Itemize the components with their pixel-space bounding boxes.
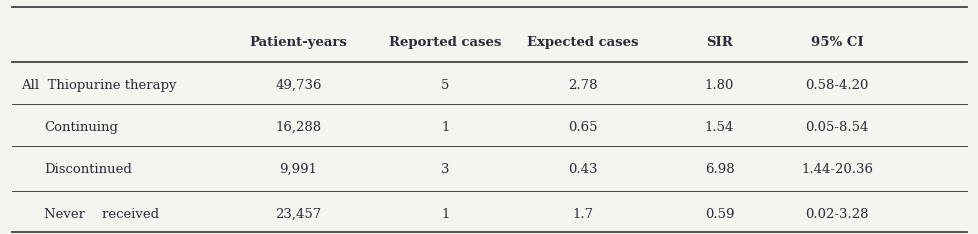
Text: 1: 1 bbox=[441, 121, 449, 134]
Text: 0.05-8.54: 0.05-8.54 bbox=[805, 121, 867, 134]
Text: 95% CI: 95% CI bbox=[810, 36, 863, 49]
Text: 0.65: 0.65 bbox=[567, 121, 597, 134]
Text: 6.98: 6.98 bbox=[704, 163, 734, 176]
Text: Patient-years: Patient-years bbox=[249, 36, 347, 49]
Text: Discontinued: Discontinued bbox=[44, 163, 132, 176]
Text: 2.78: 2.78 bbox=[567, 79, 597, 92]
Text: 9,991: 9,991 bbox=[280, 163, 317, 176]
Text: Reported cases: Reported cases bbox=[389, 36, 501, 49]
Text: 1.7: 1.7 bbox=[571, 208, 593, 221]
Text: 1.54: 1.54 bbox=[704, 121, 734, 134]
Text: 5: 5 bbox=[441, 79, 449, 92]
Text: 1: 1 bbox=[441, 208, 449, 221]
Text: 3: 3 bbox=[441, 163, 449, 176]
Text: 1.80: 1.80 bbox=[704, 79, 734, 92]
Text: 49,736: 49,736 bbox=[275, 79, 322, 92]
Text: 16,288: 16,288 bbox=[275, 121, 322, 134]
Text: Expected cases: Expected cases bbox=[526, 36, 638, 49]
Text: All  Thiopurine therapy: All Thiopurine therapy bbox=[22, 79, 177, 92]
Text: 0.59: 0.59 bbox=[704, 208, 734, 221]
Text: Continuing: Continuing bbox=[44, 121, 118, 134]
Text: 0.02-3.28: 0.02-3.28 bbox=[805, 208, 867, 221]
Text: 23,457: 23,457 bbox=[275, 208, 322, 221]
Text: 1.44-20.36: 1.44-20.36 bbox=[800, 163, 872, 176]
Text: SIR: SIR bbox=[705, 36, 733, 49]
Text: 0.43: 0.43 bbox=[567, 163, 597, 176]
Text: Never    received: Never received bbox=[44, 208, 159, 221]
Text: 0.58-4.20: 0.58-4.20 bbox=[805, 79, 867, 92]
